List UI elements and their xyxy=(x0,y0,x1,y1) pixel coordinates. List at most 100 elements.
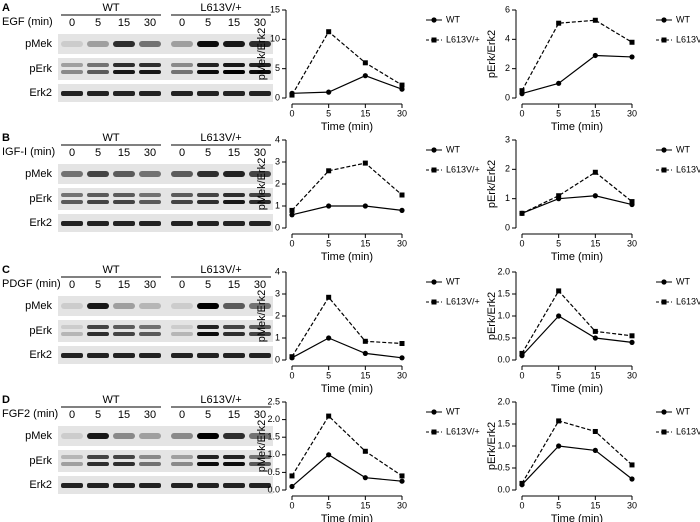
band xyxy=(197,171,219,177)
legend-marker xyxy=(431,17,437,23)
x-tick-label: 5 xyxy=(556,500,561,510)
marker xyxy=(556,313,562,319)
band xyxy=(61,171,83,177)
group-label: L613V/+ xyxy=(200,2,241,14)
series-line xyxy=(291,162,403,211)
marker xyxy=(629,54,635,60)
legend-marker xyxy=(661,279,667,285)
band xyxy=(113,433,135,439)
blot-strip xyxy=(58,320,273,342)
band xyxy=(113,63,135,67)
marker xyxy=(399,192,405,198)
blot-strip xyxy=(58,188,273,210)
time-label: 0 xyxy=(179,409,185,421)
x-axis-label: Time (min) xyxy=(321,383,373,395)
band xyxy=(139,433,161,439)
marker xyxy=(326,452,332,458)
row-label: Erk2 xyxy=(29,87,52,99)
band xyxy=(61,325,83,329)
band xyxy=(113,171,135,177)
band xyxy=(223,353,245,358)
blot-strip xyxy=(58,34,273,54)
y-axis-label: pMek/Erk2 xyxy=(256,158,268,211)
band xyxy=(139,221,161,226)
group-label: WT xyxy=(102,132,119,144)
band xyxy=(139,462,161,466)
band xyxy=(249,483,271,488)
y-axis-label: pErk/Erk2 xyxy=(486,422,498,470)
band xyxy=(197,325,219,329)
time-label: 30 xyxy=(254,17,266,29)
marker xyxy=(629,462,635,468)
y-tick-label: 1 xyxy=(275,332,280,342)
band xyxy=(113,462,135,466)
x-tick-label: 15 xyxy=(590,500,600,510)
band xyxy=(139,483,161,488)
band xyxy=(197,200,219,204)
x-tick-label: 30 xyxy=(627,500,637,510)
band xyxy=(171,455,193,459)
band xyxy=(223,303,245,309)
band xyxy=(87,193,109,197)
band xyxy=(87,63,109,67)
y-tick-label: 15 xyxy=(270,4,280,14)
time-label: 15 xyxy=(118,279,130,291)
band xyxy=(171,221,193,226)
series-line xyxy=(521,171,633,214)
band xyxy=(139,455,161,459)
marker xyxy=(556,193,562,199)
x-tick-label: 30 xyxy=(397,108,407,118)
band xyxy=(249,63,271,67)
band xyxy=(61,91,83,96)
x-axis-label: Time (min) xyxy=(551,383,603,395)
legend-label: L613V/+ xyxy=(446,296,480,306)
band xyxy=(139,63,161,67)
band xyxy=(171,325,193,329)
band xyxy=(223,462,245,466)
band xyxy=(113,70,135,74)
legend-marker xyxy=(661,37,667,43)
row-label: pErk xyxy=(29,193,52,205)
y-axis-label: pMek/Erk2 xyxy=(256,28,268,81)
x-tick-label: 15 xyxy=(360,370,370,380)
legend-label: WT xyxy=(446,276,460,286)
series-line xyxy=(291,454,403,487)
marker xyxy=(556,443,562,449)
band xyxy=(87,41,109,47)
legend-marker xyxy=(431,279,437,285)
marker xyxy=(289,207,295,213)
band xyxy=(249,462,271,466)
band xyxy=(139,200,161,204)
marker xyxy=(326,335,332,341)
x-tick-label: 5 xyxy=(556,238,561,248)
y-tick-label: 2 xyxy=(505,164,510,174)
band xyxy=(113,483,135,488)
marker xyxy=(592,428,598,434)
x-axis-label: Time (min) xyxy=(321,121,373,133)
legend-label: L613V/+ xyxy=(676,296,700,306)
marker xyxy=(629,339,635,345)
y-tick-label: 1.0 xyxy=(267,449,280,459)
y-tick-label: 0 xyxy=(505,222,510,232)
marker xyxy=(629,333,635,339)
time-label: 15 xyxy=(228,147,240,159)
marker xyxy=(326,168,332,174)
band xyxy=(223,325,245,329)
band xyxy=(171,70,193,74)
series-line xyxy=(291,75,403,94)
blot-strip xyxy=(58,426,273,446)
series-line xyxy=(521,420,633,484)
time-label: 15 xyxy=(118,17,130,29)
band xyxy=(139,353,161,358)
marker xyxy=(556,20,562,26)
x-tick-label: 15 xyxy=(360,500,370,510)
blot-strip xyxy=(58,346,273,364)
marker xyxy=(362,60,368,66)
panel-letter: A xyxy=(2,2,10,14)
band xyxy=(87,171,109,177)
series-line xyxy=(291,296,403,358)
group-label: L613V/+ xyxy=(200,264,241,276)
band xyxy=(197,483,219,488)
y-tick-label: 0.5 xyxy=(267,467,280,477)
